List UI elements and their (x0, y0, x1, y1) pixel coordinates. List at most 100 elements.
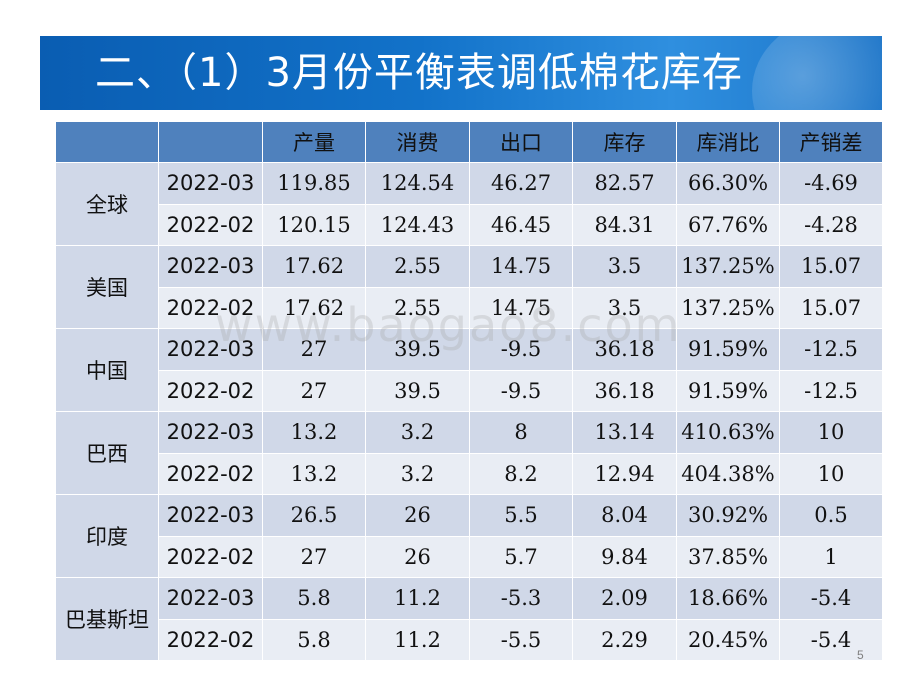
value-cell: 17.62 (262, 286, 366, 329)
value-cell: 5.8 (262, 577, 366, 620)
value-cell: 2.55 (365, 286, 470, 329)
value-cell: -5.5 (469, 618, 573, 661)
table-header-row: 产量 消费 出口 库存 库消比 产销差 (55, 121, 883, 163)
table-row: 巴西 2022-03 13.2 3.2 8 13.14 410.63% 10 (55, 411, 883, 495)
table-row: 2022-02 27 26 5.7 9.84 37.85% 1 (56, 535, 883, 578)
value-cell: 137.25% (676, 245, 780, 288)
header-cell: 库消比 (676, 121, 780, 163)
date-cell: 2022-02 (158, 203, 263, 246)
header-cell: 产销差 (779, 121, 883, 163)
table-row: 2022-02 120.15 124.43 46.45 84.31 67.76% -4.28 (56, 203, 883, 246)
value-cell: 17.62 (262, 245, 366, 288)
value-cell: 26 (365, 535, 470, 578)
value-cell: 46.45 (469, 203, 573, 246)
date-cell: 2022-03 (158, 328, 263, 371)
value-cell: 10 (779, 452, 883, 495)
title-banner: 二、（1）3月份平衡表调低棉花库存 (40, 36, 882, 110)
value-cell: 1 (779, 535, 883, 578)
value-cell: 27 (262, 535, 366, 578)
value-cell: 8 (469, 411, 573, 454)
value-cell: 14.75 (469, 286, 573, 329)
value-cell: 15.07 (779, 245, 883, 288)
value-cell: 36.18 (572, 369, 677, 412)
value-cell: -4.69 (779, 162, 883, 205)
value-cell: 84.31 (572, 203, 677, 246)
value-cell: 36.18 (572, 328, 677, 371)
value-cell: 13.2 (262, 452, 366, 495)
date-cell: 2022-02 (158, 369, 263, 412)
table-row: 印度 2022-03 26.5 26 5.5 8.04 30.92% 0.5 (55, 494, 883, 578)
value-cell: 91.59% (676, 328, 780, 371)
value-cell: 410.63% (676, 411, 780, 454)
country-cell: 巴西 (55, 411, 159, 495)
value-cell: 20.45% (676, 618, 780, 661)
value-cell: 11.2 (365, 577, 470, 620)
value-cell: -5.4 (779, 618, 883, 661)
value-cell: 91.59% (676, 369, 780, 412)
value-cell: 5.5 (469, 494, 573, 537)
value-cell: -12.5 (779, 369, 883, 412)
value-cell: 27 (262, 328, 366, 371)
header-cell (158, 121, 263, 163)
value-cell: 3.2 (365, 411, 470, 454)
value-cell: 13.2 (262, 411, 366, 454)
country-cell: 全球 (55, 162, 159, 246)
table-row: 美国 2022-03 17.62 2.55 14.75 3.5 137.25% 15.07 (55, 245, 883, 329)
value-cell: -5.3 (469, 577, 573, 620)
table-row: 巴基斯坦 2022-03 5.8 11.2 -5.3 2.09 18.66% -5.4 (55, 577, 883, 661)
value-cell: 3.2 (365, 452, 470, 495)
date-cell: 2022-03 (158, 411, 263, 454)
value-cell: 13.14 (572, 411, 677, 454)
value-cell: 82.57 (572, 162, 677, 205)
value-cell: 119.85 (262, 162, 366, 205)
value-cell: 37.85% (676, 535, 780, 578)
value-cell: 67.76% (676, 203, 780, 246)
value-cell: 39.5 (365, 328, 470, 371)
date-cell: 2022-02 (158, 286, 263, 329)
date-cell: 2022-02 (158, 535, 263, 578)
value-cell: 5.7 (469, 535, 573, 578)
date-cell: 2022-03 (158, 162, 263, 205)
value-cell: 10 (779, 411, 883, 454)
table-row: 2022-02 5.8 11.2 -5.5 2.29 20.45% -5.4 (56, 618, 883, 661)
value-cell: 0.5 (779, 494, 883, 537)
value-cell: 3.5 (572, 245, 677, 288)
table-row: 2022-02 27 39.5 -9.5 36.18 91.59% -12.5 (56, 369, 883, 412)
slide-title: 二、（1）3月份平衡表调低棉花库存 (95, 50, 743, 96)
date-cell: 2022-03 (158, 577, 263, 620)
value-cell: 66.30% (676, 162, 780, 205)
value-cell: 8.04 (572, 494, 677, 537)
value-cell: -5.4 (779, 577, 883, 620)
value-cell: 26 (365, 494, 470, 537)
header-cell: 出口 (469, 121, 573, 163)
value-cell: 11.2 (365, 618, 470, 661)
date-cell: 2022-03 (158, 245, 263, 288)
value-cell: 124.43 (365, 203, 470, 246)
header-cell: 产量 (262, 121, 366, 163)
table-row: 中国 2022-03 27 39.5 -9.5 36.18 91.59% -12.5 (55, 328, 883, 412)
value-cell: 14.75 (469, 245, 573, 288)
value-cell: 2.09 (572, 577, 677, 620)
country-cell: 美国 (55, 245, 159, 329)
value-cell: -9.5 (469, 369, 573, 412)
header-cell: 消费 (365, 121, 470, 163)
header-cell: 库存 (572, 121, 677, 163)
balance-sheet-table: 产量 消费 出口 库存 库消比 产销差 全球 2022-03 119.85 124.5… (55, 121, 883, 661)
value-cell: 26.5 (262, 494, 366, 537)
value-cell: 27 (262, 369, 366, 412)
value-cell: 404.38% (676, 452, 780, 495)
country-cell: 印度 (55, 494, 159, 578)
country-cell: 中国 (55, 328, 159, 412)
value-cell: 15.07 (779, 286, 883, 329)
date-cell: 2022-02 (158, 452, 263, 495)
page-number: 5 (857, 648, 864, 662)
value-cell: 3.5 (572, 286, 677, 329)
value-cell: 2.55 (365, 245, 470, 288)
value-cell: 8.2 (469, 452, 573, 495)
value-cell: 2.29 (572, 618, 677, 661)
value-cell: 39.5 (365, 369, 470, 412)
value-cell: 124.54 (365, 162, 470, 205)
value-cell: 12.94 (572, 452, 677, 495)
table-body: 全球 2022-03 119.85 124.54 46.27 82.57 66.30% -4.… (55, 162, 883, 661)
value-cell: 120.15 (262, 203, 366, 246)
